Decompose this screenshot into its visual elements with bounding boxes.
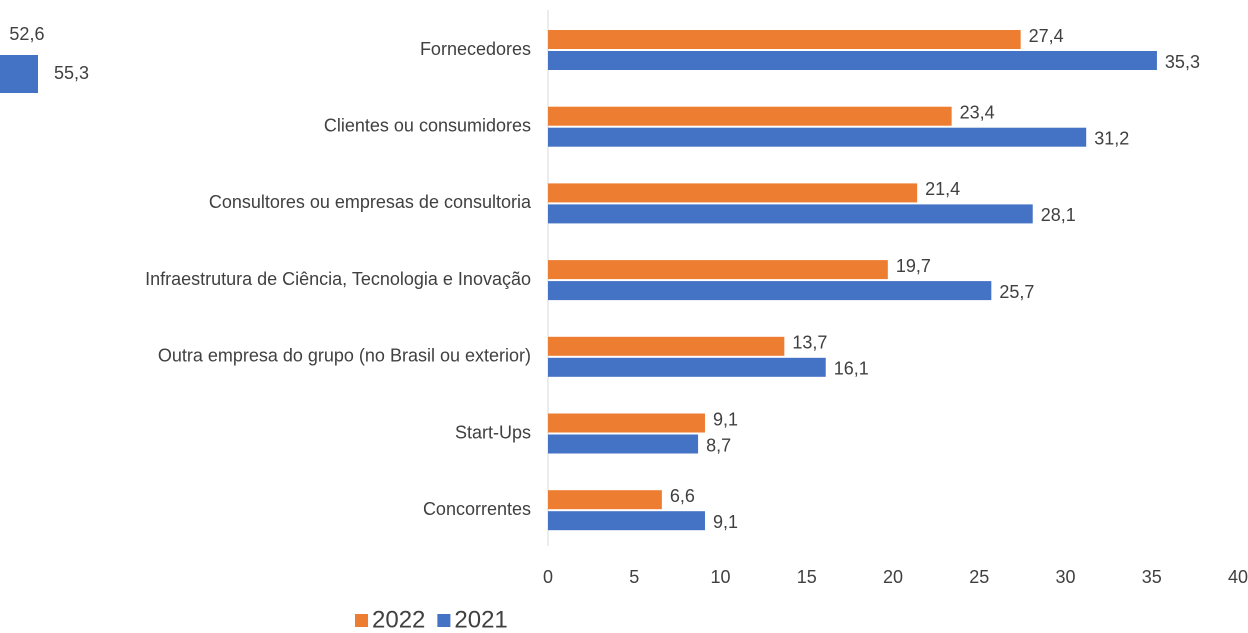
legend-label: 2022	[372, 606, 425, 633]
value-label: 55,3	[54, 63, 89, 83]
bar	[548, 357, 826, 377]
x-tick-label: 30	[1055, 567, 1075, 587]
bar	[548, 204, 1033, 224]
value-label: 28,1	[1041, 205, 1076, 225]
value-label: 25,7	[999, 282, 1034, 302]
x-tick-label: 15	[797, 567, 817, 587]
value-label: 35,3	[1165, 52, 1200, 72]
bar	[548, 260, 888, 280]
value-label: 31,2	[1094, 128, 1129, 148]
value-label: 6,6	[670, 486, 695, 506]
bar	[548, 51, 1157, 70]
x-tick-label: 20	[883, 567, 903, 587]
category-label: Outra empresa do grupo (no Brasil ou ext…	[158, 346, 531, 366]
value-label: 23,4	[960, 102, 995, 122]
x-tick-label: 40	[1228, 567, 1248, 587]
value-label: 19,7	[896, 256, 931, 276]
value-label: 27,4	[1029, 26, 1064, 46]
bar	[548, 434, 699, 454]
bar	[548, 127, 1087, 147]
x-tick-label: 5	[629, 567, 639, 587]
value-label: 21,4	[925, 179, 960, 199]
category-label: Concorrentes	[423, 499, 531, 519]
value-label: 52,6	[9, 24, 44, 44]
legend-swatch	[437, 614, 451, 627]
bar	[548, 490, 662, 510]
bar	[548, 336, 785, 356]
bar	[0, 55, 38, 93]
category-label: Clientes ou consumidores	[324, 115, 531, 135]
category-label: Infraestrutura de Ciência, Tecnologia e …	[145, 269, 531, 289]
category-label: Fornecedores	[420, 39, 531, 59]
value-label: 13,7	[792, 333, 827, 353]
bar	[548, 281, 992, 301]
x-tick-label: 0	[543, 567, 553, 587]
x-tick-label: 35	[1142, 567, 1162, 587]
value-label: 16,1	[834, 359, 869, 379]
bar	[548, 511, 705, 531]
bar	[548, 413, 705, 433]
value-label: 9,1	[713, 409, 738, 429]
category-label: Consultores ou empresas de consultoria	[209, 192, 532, 212]
x-tick-label: 10	[710, 567, 730, 587]
value-label: 8,7	[706, 435, 731, 455]
bar	[548, 183, 918, 203]
bar	[548, 106, 952, 126]
bar	[548, 30, 1021, 49]
legend-label: 2021	[454, 606, 507, 633]
category-label: Start-Ups	[455, 422, 531, 442]
legend-swatch	[355, 614, 368, 627]
x-tick-label: 25	[969, 567, 989, 587]
value-label: 9,1	[713, 512, 738, 532]
